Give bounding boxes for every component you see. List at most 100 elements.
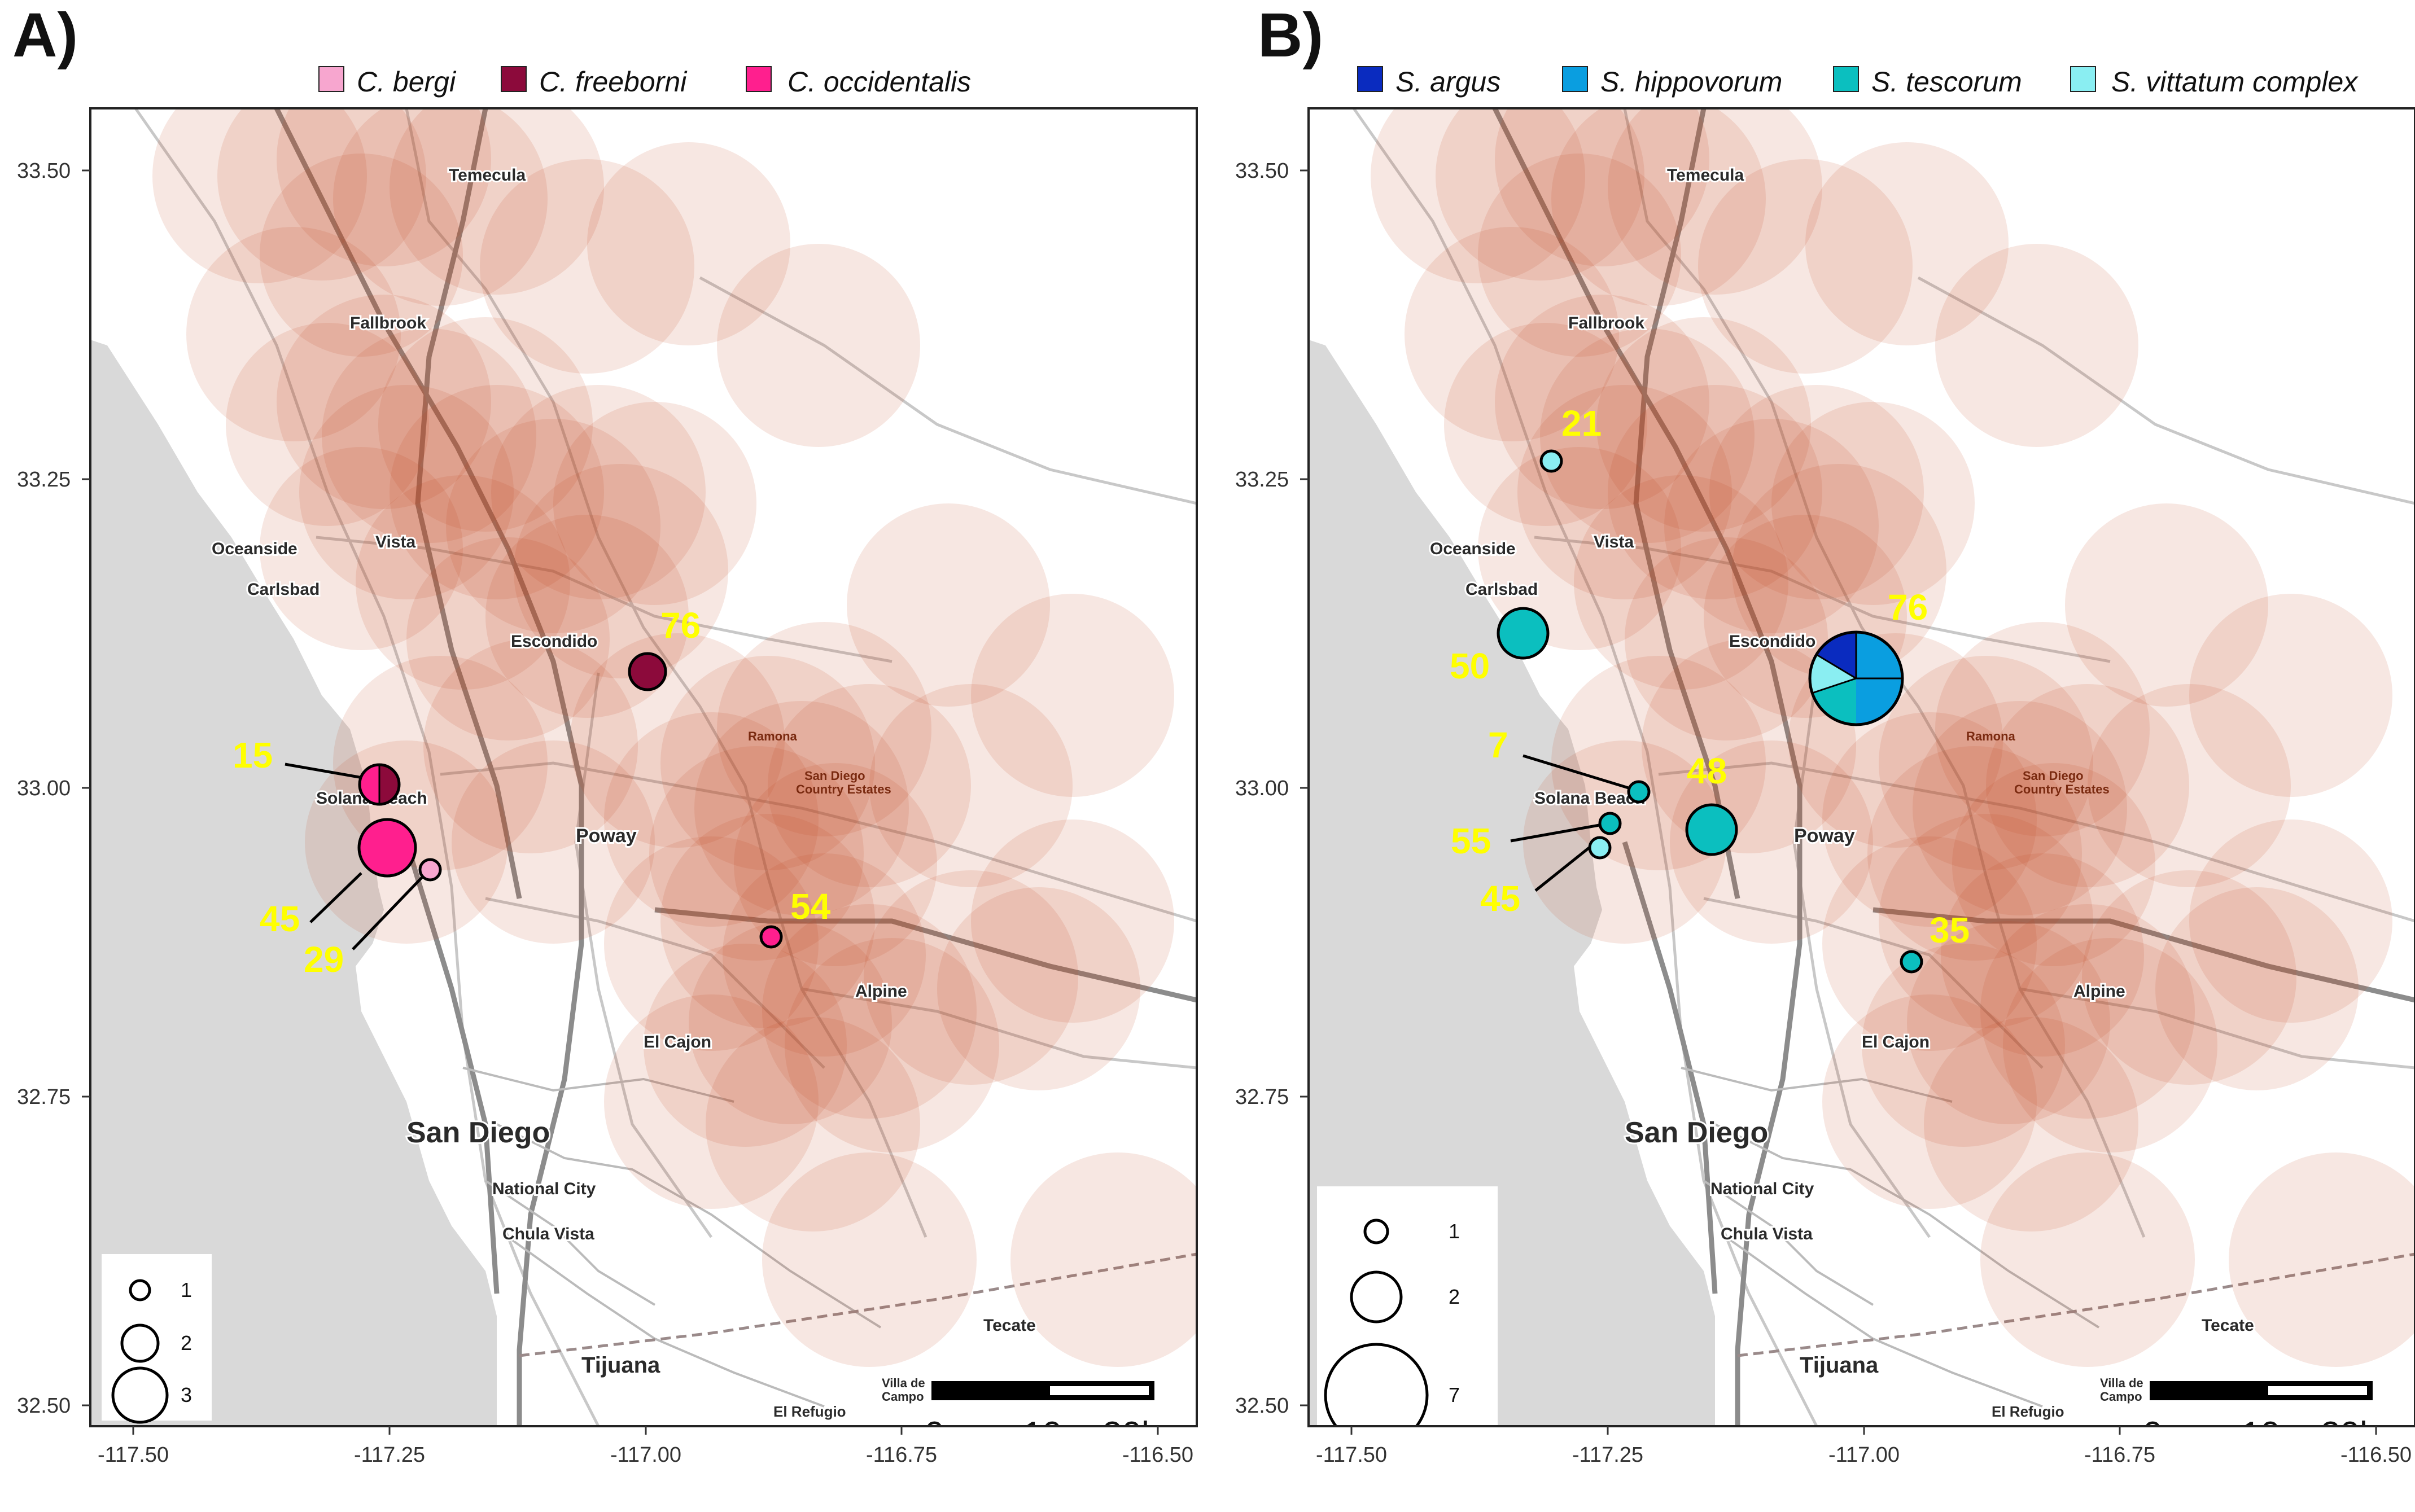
size-legend-circle-2 — [120, 1323, 160, 1363]
border-line — [1737, 1252, 2415, 1357]
place-vista: Vista — [375, 533, 415, 551]
count-label-48-b: 48 — [1687, 751, 1727, 791]
site-76-a: 76 — [628, 605, 701, 691]
place-tijuana: Tijuana — [581, 1353, 660, 1378]
site-21-b: 21 — [1539, 403, 1602, 473]
place-escondido: Escondido — [511, 632, 597, 651]
count-label-29-a: 29 — [304, 939, 344, 980]
place-el-refugio: El Refugio — [773, 1403, 846, 1420]
count-label-7-b: 7 — [1488, 725, 1508, 765]
panel-b-axes: 33.50 33.25 33.00 32.75 32.50 -117.50 -1… — [1235, 159, 2412, 1467]
y-tick-b-33-50: 33.50 — [1235, 159, 1289, 183]
count-label-55-b: 55 — [1451, 821, 1491, 861]
place-national-city: National City — [492, 1180, 596, 1198]
site-29-a: 29 — [304, 858, 442, 980]
place-carlsbad: Carlsbad — [247, 580, 320, 599]
count-label-35-b: 35 — [1930, 910, 1970, 950]
x-tick-b-117-50: -117.50 — [1316, 1443, 1387, 1467]
y-tick-b-32-50: 32.50 — [1235, 1394, 1289, 1418]
panel-b-legend: S. argus S. hippovorum S. tescorum S. vi… — [1357, 66, 2359, 98]
site-76-b: 76 — [1808, 587, 1928, 726]
place-tijuana: Tijuana — [1800, 1353, 1879, 1378]
count-label-76-a: 76 — [660, 605, 701, 646]
x-tick-b-116-75: -116.75 — [2084, 1443, 2155, 1467]
place-temecula: Temecula — [449, 166, 526, 185]
panel-a-frame — [89, 107, 1198, 1427]
scale-label-10: 10 — [1023, 1415, 1062, 1454]
legend-label-c-freeborni: C. freeborni — [539, 66, 688, 98]
place-el-cajon: El Cajon — [1862, 1033, 1930, 1051]
place-sdce-2: Country Estates — [796, 782, 891, 796]
x-tick-a-117-00: -117.00 — [610, 1443, 681, 1467]
panel-a-label: A) — [12, 1, 78, 70]
place-villa-1: Villa de — [882, 1376, 925, 1390]
place-poway: Poway — [1794, 825, 1855, 847]
place-alpine: Alpine — [855, 982, 907, 1001]
place-temecula: Temecula — [1667, 166, 1744, 185]
place-sdce-1: San Diego — [2023, 769, 2084, 783]
size-legend-circle-1 — [1363, 1219, 1389, 1244]
place-el-refugio: El Refugio — [1992, 1403, 2064, 1420]
place-sdce-1: San Diego — [804, 769, 865, 783]
panel-a-legend: C. bergi C. freeborni C. occidentalis — [318, 66, 971, 98]
legend-label-s-hippovorum: S. hippovorum — [1600, 66, 1782, 98]
scale-label-0: 0 — [2143, 1415, 2162, 1454]
count-label-54-a: 54 — [790, 886, 831, 927]
buffer-circles — [152, 108, 1197, 1367]
ocean — [1309, 340, 1715, 1426]
count-label-15-a: 15 — [233, 735, 273, 775]
legend-label-s-vittatum: S. vittatum complex — [2111, 66, 2359, 98]
place-carlsbad: Carlsbad — [1465, 580, 1538, 599]
size-legend-label-2: 2 — [181, 1331, 192, 1355]
panel-a-axes: 33.50 33.25 33.00 32.75 32.50 -117.50 -1… — [17, 159, 1193, 1467]
place-fallbrook: Fallbrook — [350, 314, 426, 332]
size-legend-label-7: 7 — [1449, 1383, 1460, 1406]
scale-label-10: 10 — [2241, 1415, 2280, 1454]
legend-label-s-tescorum: S. tescorum — [1871, 66, 2022, 98]
border-line — [519, 1252, 1197, 1357]
scale-bar: 0 10 20km — [2143, 1381, 2407, 1454]
count-label-50-b: 50 — [1450, 646, 1490, 686]
place-san-diego: San Diego — [406, 1116, 550, 1149]
x-tick-b-117-25: -117.25 — [1572, 1443, 1643, 1467]
site-15-a: 15 — [233, 735, 401, 806]
size-legend-label-1: 1 — [1449, 1220, 1460, 1243]
legend-swatch-s-hippovorum — [1562, 66, 1588, 92]
count-label-76-b: 76 — [1888, 587, 1928, 628]
place-alpine: Alpine — [2073, 982, 2125, 1001]
place-tecate: Tecate — [2202, 1316, 2254, 1335]
legend-label-s-argus: S. argus — [1395, 66, 1500, 98]
scale-label-0: 0 — [925, 1415, 944, 1454]
place-tecate: Tecate — [983, 1316, 1036, 1335]
place-fallbrook: Fallbrook — [1568, 314, 1644, 332]
count-label-45-a: 45 — [260, 899, 300, 939]
y-tick-b-33-25: 33.25 — [1235, 468, 1289, 492]
size-legend-label-2: 2 — [1449, 1285, 1460, 1308]
legend-swatch-s-argus — [1357, 66, 1383, 92]
scale-label-20km: 20km — [1102, 1415, 1188, 1454]
legend-label-c-bergi: C. bergi — [357, 66, 457, 98]
place-chula-vista: Chula Vista — [502, 1225, 594, 1243]
legend-swatch-s-tescorum — [1833, 66, 1859, 92]
panel-a-size-legend: 1 2 3 — [102, 1254, 212, 1424]
site-48-b: 48 — [1685, 751, 1738, 856]
place-ramona: Ramona — [1966, 729, 2016, 743]
size-legend-label-3: 3 — [181, 1383, 192, 1406]
place-oceanside: Oceanside — [1430, 540, 1516, 558]
place-san-diego: San Diego — [1625, 1116, 1768, 1149]
place-ramona: Ramona — [748, 729, 798, 743]
x-tick-b-117-00: -117.00 — [1828, 1443, 1900, 1467]
size-legend-circle-1 — [129, 1279, 151, 1301]
size-legend-label-1: 1 — [181, 1278, 192, 1301]
legend-swatch-s-vittatum — [2070, 66, 2096, 92]
panel-b-label: B) — [1258, 1, 1323, 70]
site-50-b: 50 — [1450, 607, 1550, 686]
place-poway: Poway — [576, 825, 637, 847]
x-tick-a-117-50: -117.50 — [98, 1443, 169, 1467]
place-escondido: Escondido — [1729, 632, 1815, 651]
legend-swatch-c-freeborni — [501, 66, 527, 92]
x-tick-a-117-25: -117.25 — [354, 1443, 425, 1467]
legend-swatch-c-occidentalis — [746, 66, 772, 92]
place-el-cajon: El Cajon — [644, 1033, 711, 1051]
size-legend-circle-3 — [111, 1366, 169, 1424]
